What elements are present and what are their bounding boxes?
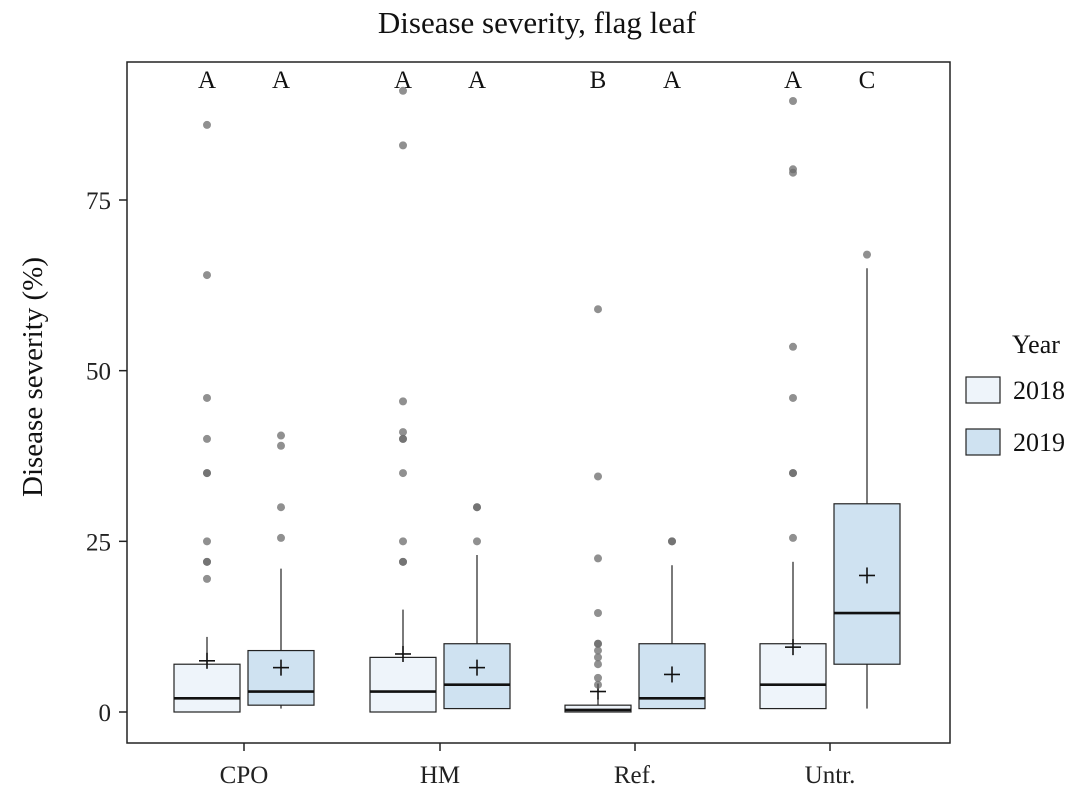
x-tick-label: HM xyxy=(420,762,460,789)
x-axis: CPO HM Ref. Untr. xyxy=(220,743,856,789)
significance-letters: A A B AA A A C xyxy=(198,67,875,94)
outlier-point xyxy=(789,393,797,402)
significance-letter: B xyxy=(590,67,607,94)
legend: Year 2018 2019 xyxy=(965,330,1065,457)
y-tick-label: 50 xyxy=(86,359,111,386)
legend-swatch-2018 xyxy=(965,376,1001,404)
y-tick-label: 75 xyxy=(86,188,111,215)
outlier-point xyxy=(203,271,211,280)
outlier-point xyxy=(789,469,797,478)
outlier-point xyxy=(399,141,407,150)
box-2018-Ref. xyxy=(564,305,632,713)
box-2019-Ref. xyxy=(638,537,706,710)
x-tick-label: Ref. xyxy=(614,762,656,789)
outlier-point xyxy=(399,428,407,437)
outlier-point xyxy=(203,537,211,546)
significance-letter: A xyxy=(198,67,216,94)
box-iqr xyxy=(247,649,315,706)
plot-frame xyxy=(126,61,951,744)
box-2018-CPO xyxy=(173,120,241,713)
outlier-point xyxy=(399,537,407,546)
y-tick-label: 0 xyxy=(99,700,112,727)
outlier-point xyxy=(399,469,407,478)
y-axis-label: Disease severity (%) xyxy=(17,257,49,497)
outlier-point xyxy=(594,680,602,689)
legend-swatch-2019 xyxy=(965,428,1001,456)
x-tick-label: CPO xyxy=(220,762,269,789)
outlier-point xyxy=(473,503,481,512)
outlier-point xyxy=(277,441,285,450)
outlier-point xyxy=(277,431,285,440)
outlier-point xyxy=(203,574,211,583)
box-2019-HM xyxy=(443,503,511,710)
outlier-point xyxy=(203,557,211,566)
outlier-point xyxy=(277,503,285,512)
box-iqr xyxy=(564,704,632,713)
outlier-point xyxy=(594,653,602,662)
legend-label-2019: 2019 xyxy=(1013,428,1065,457)
significance-letter: A xyxy=(394,67,412,94)
box-iqr xyxy=(173,663,241,713)
outlier-point xyxy=(594,639,602,648)
legend-title: Year xyxy=(1012,330,1060,359)
box-2019-CPO xyxy=(247,431,315,709)
outlier-point xyxy=(789,168,797,177)
outlier-point xyxy=(203,393,211,402)
chart-title: Disease severity, flag leaf xyxy=(378,5,697,40)
outlier-point xyxy=(399,86,407,95)
x-tick-label: Untr. xyxy=(805,762,856,789)
outlier-point xyxy=(594,660,602,669)
outlier-point xyxy=(399,434,407,443)
box-2018-Untr. xyxy=(759,97,827,710)
boxes-layer xyxy=(173,86,901,713)
box-2019-Untr. xyxy=(833,250,901,709)
outlier-point xyxy=(594,554,602,563)
significance-letter: A xyxy=(272,67,290,94)
outlier-point xyxy=(789,342,797,351)
outlier-point xyxy=(277,533,285,542)
outlier-point xyxy=(594,609,602,618)
outlier-point xyxy=(594,305,602,314)
outlier-point xyxy=(399,397,407,406)
box-iqr xyxy=(443,643,511,710)
outlier-point xyxy=(594,646,602,655)
outlier-point xyxy=(399,557,407,566)
outlier-point xyxy=(789,97,797,106)
outlier-point xyxy=(594,673,602,682)
outlier-point xyxy=(594,472,602,481)
outlier-point xyxy=(668,537,676,546)
y-axis: 0 25 50 75 xyxy=(86,188,127,727)
y-tick-label: 25 xyxy=(86,529,111,556)
outlier-point xyxy=(203,434,211,443)
significance-letter: A xyxy=(468,67,486,94)
outlier-point xyxy=(203,120,211,129)
significance-letter: A xyxy=(784,67,802,94)
box-2018-HM xyxy=(369,86,437,713)
legend-label-2018: 2018 xyxy=(1013,376,1065,405)
box-iqr xyxy=(833,503,901,665)
box-iqr xyxy=(369,656,437,713)
outlier-point xyxy=(863,250,871,259)
outlier-point xyxy=(789,533,797,542)
significance-letter: A xyxy=(663,67,681,94)
significance-letter: C xyxy=(859,67,876,94)
outlier-point xyxy=(203,469,211,478)
outlier-point xyxy=(473,537,481,546)
